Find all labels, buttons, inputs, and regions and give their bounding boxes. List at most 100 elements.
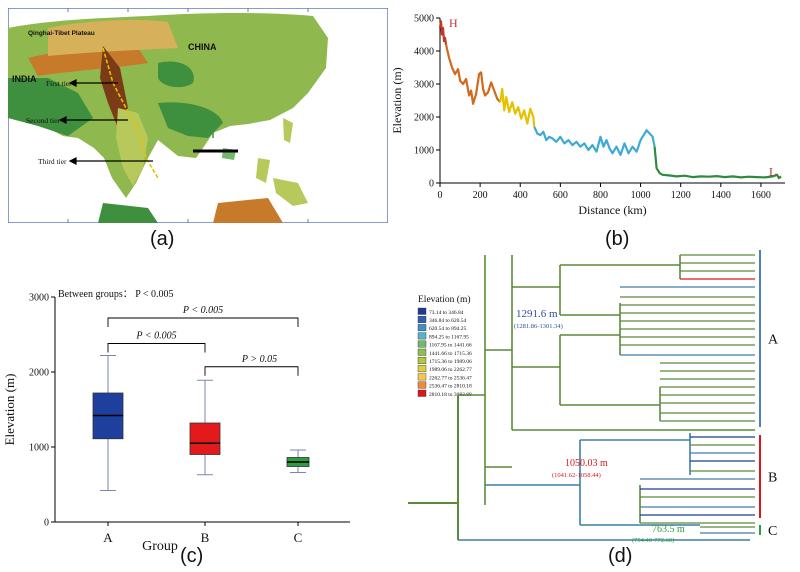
clade-label-a: A [768,333,779,348]
boxplot-panel: Between groups： P < 0.005 0 1000 2000 3000 El… [0,262,400,572]
y-tick-label: 4000 [414,47,434,58]
y-tick-label: 2000 [414,113,434,124]
x-tick-label: 1600 [751,190,771,201]
clade-label-b: B [768,471,777,486]
y-tick-label: 1000 [414,146,434,157]
y-tick-label: 1000 [29,443,49,454]
node-range-2: (1041.62-1058.44) [552,472,601,479]
box-group-a [92,355,124,491]
node-range-1: (1281.86-1301.34) [514,323,563,330]
high-peaks [100,46,128,128]
profile-annotation-l: L [769,164,776,178]
bracket-line [204,366,299,376]
elevation-boxplot: Between groups： P < 0.005 0 1000 2000 3000 El… [2,289,350,554]
borneo [213,198,283,223]
legend-label-7: 1715.36 to 1989.06 [429,359,472,365]
bracket-line [107,317,299,327]
x-tick-label-b: B [201,530,210,545]
indochina-highland [116,108,148,186]
x-tick-label: 200 [473,190,488,201]
y-tick-label: 0 [44,518,49,529]
legend-swatch-1 [417,307,427,315]
profile-series-line-4 [533,126,656,156]
map-panel: Qinghai-Tibet Plateau CHINA INDIA First … [7,7,389,224]
east-coast-islands [256,118,308,206]
comparison-bracket-1: P < 0.005 [107,305,299,327]
p-value-label: P < 0.005 [182,305,223,316]
profile-panel: 0 1000 2000 3000 4000 5000 0 200 400 600 800 1000 12… [385,0,800,225]
elevation-profile-chart: 0 1000 2000 3000 4000 5000 0 200 400 600 800 1000 12… [390,14,785,217]
south-lowlands [158,102,223,138]
first-tier-label: First tier [46,79,72,88]
second-tier-label: Second tier [26,116,60,125]
tibet-plateau [48,20,178,56]
india-label: INDIA [12,74,37,84]
profile-series-line-2 [444,44,502,105]
legend-label-9: 2262.77 to 2536.47 [429,375,472,381]
china-label: CHINA [188,42,217,52]
profile-series-line-1 [438,20,448,45]
profile-series-line-5 [653,146,782,180]
legend-swatch-2 [417,315,427,323]
x-tick-label: 1400 [711,190,731,201]
y-axis-title: Elevation (m) [390,67,404,133]
x-axis-title: Distance (km) [578,203,646,217]
legend-swatch-9 [417,373,427,381]
third-tier-label: Third tier [38,157,67,166]
elevation-map: Qinghai-Tibet Plateau CHINA INDIA First … [7,7,389,224]
panel-label-c: (c) [180,545,204,567]
panel-label-b: (b) [605,228,630,250]
y-axis-title: Elevation (m) [2,374,17,446]
box-group-b [189,379,221,476]
legend-label-8: 1989.06 to 2262.77 [429,367,472,373]
node-age-3: 763.5 m [652,524,685,535]
legend-swatch-11 [417,389,427,397]
bracket-line [107,343,206,353]
legend-label-10: 2536.47 to 2810.18 [429,384,472,390]
x-axis-title: Group [142,539,178,554]
box-b [189,422,221,455]
x-tick-label: 400 [513,190,528,201]
clade-label-c: C [768,524,777,539]
legend-label-2: 346.84 to 620.54 [429,318,467,324]
node-age-1: 1291.6 m [516,308,558,320]
x-tick-label: 0 [438,190,443,201]
panel-label-d: (d) [608,545,633,567]
x-tick-label-a: A [103,530,113,545]
legend-label-6: 1441.66 to 1715.36 [429,351,472,357]
box-group-c [286,449,310,473]
legend-label-1: 73.14 to 346.84 [429,310,464,316]
boxplot-title: Between groups： P < 0.005 [58,289,174,300]
legend-title: Elevation (m) [418,294,471,305]
y-tick-label: 0 [429,179,434,190]
india-lowland [8,78,93,136]
comparison-bracket-2: P < 0.005 [107,331,206,353]
legend-label-3: 620.54 to 894.25 [429,326,467,332]
legend-label-4: 894.25 to 1167.95 [429,334,469,340]
y-tick-label: 2000 [29,368,49,379]
scale-bar [193,128,238,153]
legend-label-11: 2810.18 to 3083.88 [429,392,472,398]
legend-swatch-5 [417,340,427,348]
y-tick-label: 5000 [414,14,434,25]
p-value-label: P > 0.05 [241,354,277,365]
y-tick-label: 3000 [414,80,434,91]
sumatra [98,203,158,223]
legend-swatch-8 [417,365,427,373]
tree-panel: Elevation (m) 73.14 to 346.84 346.84 to 62… [400,245,800,572]
legend-swatch-7 [417,356,427,364]
sichuan-basin [158,61,194,88]
node-range-3: (754.40-772.60) [632,537,674,544]
node-age-2: 1050.03 m [565,458,608,469]
profile-series-line-3 [499,87,536,128]
legend-swatch-6 [417,348,427,356]
panel-label-a: (a) [150,228,175,250]
profile-annotation-h: H [449,16,458,30]
legend-swatch-10 [417,381,427,389]
plateau-label: Qinghai-Tibet Plateau [28,30,95,37]
x-tick-label: 600 [553,190,568,201]
comparison-bracket-3: P > 0.05 [204,354,299,376]
phylogenetic-tree: Elevation (m) 73.14 to 346.84 346.84 to 62… [408,250,779,544]
x-tick-label: 1000 [631,190,651,201]
x-tick-label: 800 [593,190,608,201]
